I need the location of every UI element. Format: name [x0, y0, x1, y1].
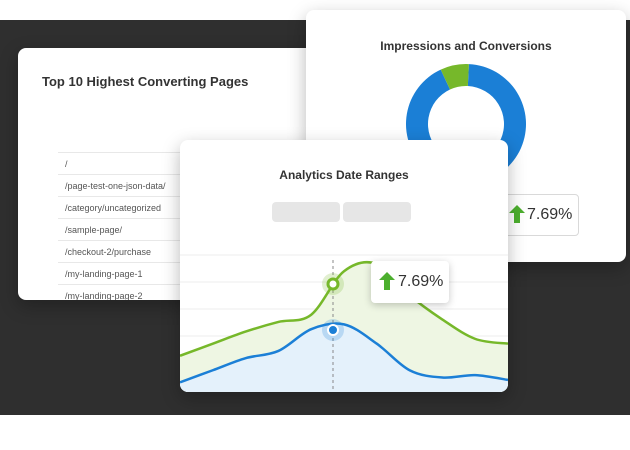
chart-tooltip: 7.69%: [371, 261, 449, 303]
area-chart: [180, 254, 508, 392]
data-point-blue[interactable]: [327, 324, 339, 336]
impressions-title: Impressions and Conversions: [380, 39, 552, 53]
up-arrow-icon: [379, 272, 395, 290]
series-line-0: [180, 260, 508, 357]
row-path: /page-test-one-json-data/: [65, 181, 166, 191]
tooltip-value: 7.69%: [398, 273, 444, 290]
analytics-card: Analytics Date Ranges 7.69%: [180, 140, 508, 392]
date-range-end[interactable]: [343, 202, 411, 222]
row-path: /category/uncategorized: [65, 203, 162, 213]
row-path: /checkout-2/purchase: [65, 247, 152, 257]
impressions-change-value: 7.69%: [527, 206, 573, 223]
up-arrow-icon: [509, 205, 525, 223]
row-path: /my-landing-page-1: [65, 269, 143, 279]
series-line-1: [180, 322, 508, 384]
row-path: /: [65, 159, 68, 169]
row-path: /sample-page/: [65, 225, 123, 235]
impressions-change-badge: 7.69%: [501, 194, 579, 236]
row-path: /my-landing-page-2: [65, 291, 143, 300]
donut-slice-conversions: [440, 64, 469, 90]
table-row[interactable]: /my-landing-page-2: [58, 285, 328, 300]
analytics-title: Analytics Date Ranges: [279, 168, 409, 182]
top-pages-title: Top 10 Highest Converting Pages: [42, 74, 249, 89]
date-range-start[interactable]: [272, 202, 340, 222]
data-point-green[interactable]: [326, 277, 340, 291]
series-area-1: [180, 323, 508, 392]
